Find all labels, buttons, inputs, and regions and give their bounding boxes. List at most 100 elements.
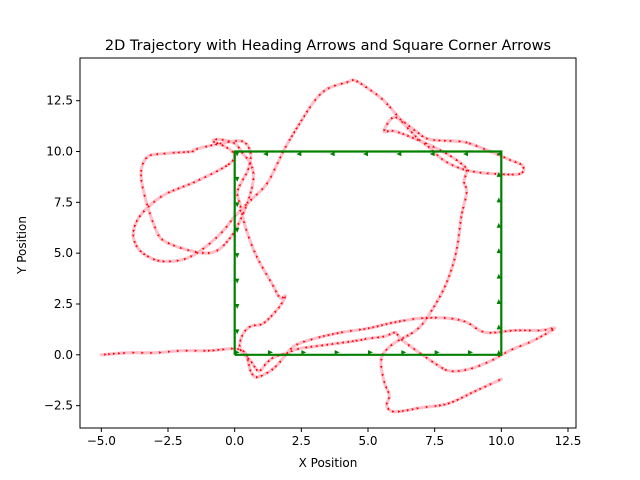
heading-arrow — [270, 368, 274, 371]
heading-arrow — [522, 166, 525, 170]
heading-arrow — [401, 409, 405, 413]
heading-arrow — [440, 158, 444, 161]
heading-arrow — [167, 190, 171, 194]
square-arrow — [496, 151, 502, 157]
heading-arrow — [222, 244, 225, 247]
heading-arrow — [186, 150, 189, 154]
heading-arrow — [135, 244, 138, 248]
heading-arrow — [360, 82, 363, 85]
y-tick-label: 5.0 — [54, 246, 73, 260]
heading-arrow — [248, 326, 252, 329]
heading-arrow — [227, 140, 230, 143]
heading-arrow — [385, 322, 389, 326]
heading-arrow — [445, 161, 449, 164]
heading-arrow — [157, 259, 160, 262]
square-outline — [233, 150, 503, 356]
heading-arrow — [455, 246, 459, 250]
heading-arrow — [468, 322, 472, 326]
heading-arrow — [241, 211, 245, 215]
heading-arrow — [336, 332, 340, 335]
heading-arrow — [401, 336, 405, 339]
heading-arrow — [220, 231, 223, 234]
heading-arrow — [263, 363, 267, 367]
heading-arrow — [494, 331, 497, 334]
heading-arrow — [162, 152, 166, 155]
square-arrow — [496, 171, 502, 177]
heading-arrow — [433, 138, 436, 142]
heading-arrow — [346, 340, 350, 344]
heading-arrow — [204, 145, 208, 148]
y-axis-label: Y Position — [15, 216, 29, 275]
heading-arrow — [406, 127, 410, 130]
square-arrow — [496, 349, 502, 355]
square-arrow — [434, 350, 440, 355]
heading-arrow — [341, 331, 344, 334]
heading-arrow — [410, 331, 414, 335]
heading-arrow — [489, 331, 493, 335]
heading-arrow — [358, 328, 362, 332]
heading-arrow — [367, 327, 371, 330]
heading-arrow — [245, 228, 248, 231]
heading-arrow — [363, 337, 367, 341]
square-arrow — [234, 253, 240, 259]
heading-arrow — [249, 161, 252, 165]
heading-arrow — [146, 255, 150, 258]
heading-arrow — [482, 147, 486, 150]
heading-arrow — [411, 136, 415, 139]
heading-arrow — [472, 170, 475, 174]
heading-arrow — [138, 214, 142, 218]
plot-area — [99, 78, 557, 414]
heading-arrow — [478, 388, 482, 391]
heading-arrow — [157, 233, 160, 237]
heading-arrow — [269, 278, 272, 282]
x-axis-label: X Position — [299, 456, 358, 470]
heading-arrow — [249, 198, 253, 202]
heading-arrow — [273, 310, 277, 314]
heading-arrow — [451, 400, 455, 404]
heading-arrow — [215, 169, 219, 173]
heading-arrow — [253, 249, 256, 253]
heading-arrow — [231, 347, 234, 351]
heading-arrow — [159, 351, 162, 354]
heading-arrow — [456, 166, 460, 169]
heading-arrow — [194, 250, 198, 254]
heading-arrow — [244, 206, 247, 209]
heading-arrow — [192, 180, 196, 184]
heading-arrow — [217, 348, 220, 352]
heading-arrow — [453, 258, 456, 262]
heading-arrow — [430, 309, 433, 313]
heading-arrow — [305, 110, 308, 113]
heading-arrow — [401, 120, 404, 124]
heading-arrow — [465, 141, 468, 144]
heading-arrow — [386, 122, 389, 126]
heading-arrow — [346, 81, 349, 84]
y-tick-label: 7.5 — [54, 195, 73, 209]
heading-arrow — [331, 332, 335, 336]
heading-arrow — [390, 116, 394, 120]
heading-arrow — [197, 178, 201, 181]
square-arrow — [234, 151, 240, 157]
heading-arrow — [270, 314, 273, 318]
heading-arrow — [430, 360, 434, 364]
heading-arrow — [214, 236, 218, 240]
heading-arrow — [470, 366, 474, 370]
heading-arrow — [258, 260, 261, 264]
square-arrow — [496, 273, 502, 279]
heading-arrow — [160, 238, 164, 241]
heading-arrow — [434, 404, 438, 408]
heading-arrow — [248, 369, 252, 372]
heading-arrow — [425, 137, 429, 140]
heading-arrow — [386, 407, 390, 411]
heading-arrow — [510, 347, 514, 351]
heading-arrow — [167, 350, 171, 354]
heading-arrow — [274, 365, 277, 368]
heading-arrow — [359, 338, 363, 342]
heading-arrow — [465, 394, 468, 397]
heading-arrow — [296, 347, 299, 350]
plot-content — [99, 78, 557, 414]
y-tick-label: 12.5 — [46, 94, 73, 108]
heading-arrow — [241, 177, 244, 181]
heading-arrow — [518, 162, 522, 165]
x-tick-label: 5.0 — [358, 434, 377, 448]
